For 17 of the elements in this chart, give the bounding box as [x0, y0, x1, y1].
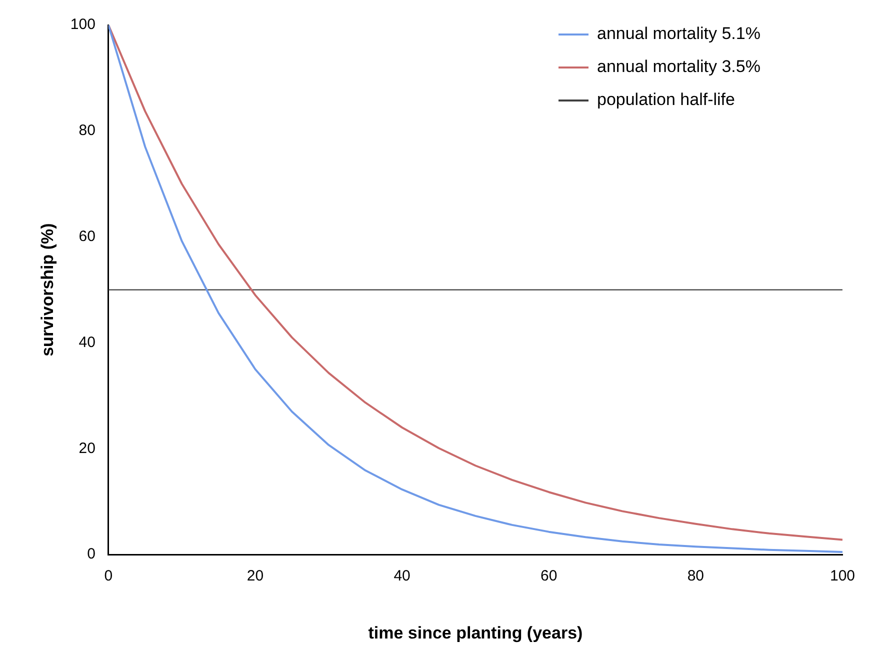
y-axis-title: survivorship (%): [38, 223, 57, 356]
x-tick-label: 20: [246, 568, 264, 585]
y-tick-label: 60: [78, 228, 96, 245]
x-tick-label: 80: [687, 568, 704, 585]
x-tick-label: 40: [394, 568, 410, 585]
y-tick-label: 100: [70, 16, 96, 34]
x-tick-label: 0: [104, 568, 113, 585]
x-tick-label: 60: [540, 568, 558, 585]
legend-label: population half-life: [596, 90, 735, 110]
y-tick-label: 0: [87, 546, 96, 563]
y-tick-label: 80: [78, 122, 96, 140]
y-tick-label: 20: [78, 440, 96, 457]
x-axis-title: time since planting (years): [368, 623, 583, 642]
y-tick-label: 40: [78, 334, 96, 351]
legend-label: annual mortality 5.1%: [596, 24, 760, 44]
x-tick-label: 100: [830, 568, 855, 585]
legend-label: annual mortality 3.5%: [596, 57, 760, 76]
